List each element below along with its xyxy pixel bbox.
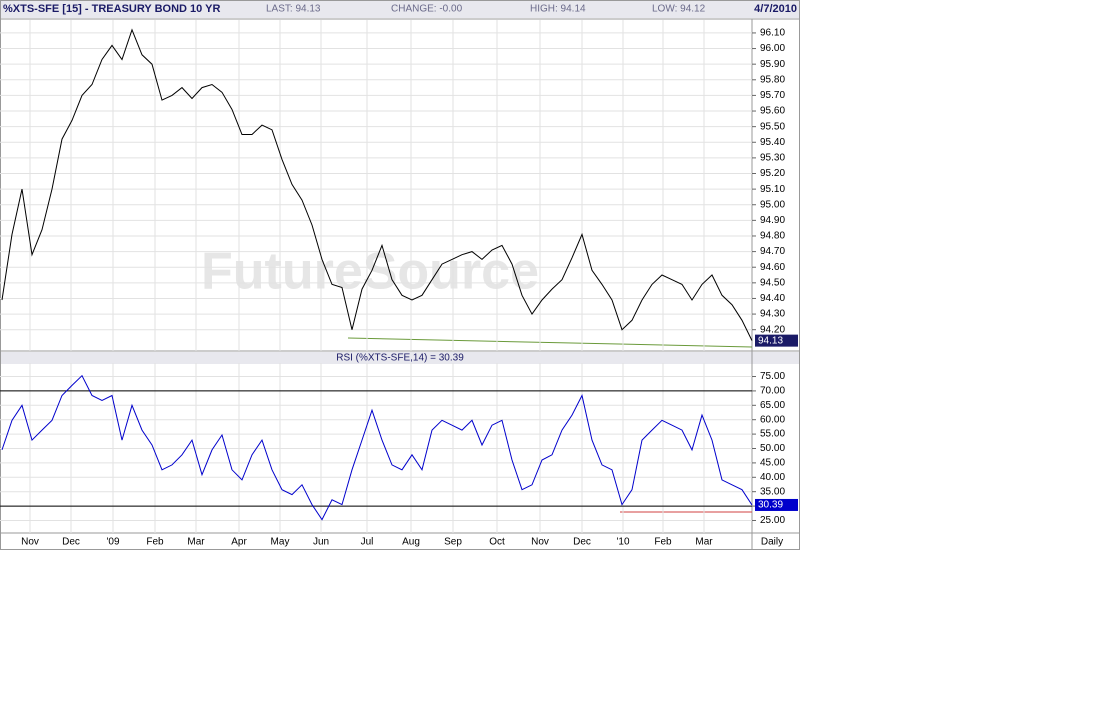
date: 4/7/2010 bbox=[754, 3, 797, 15]
last-value-label: 94.13 bbox=[758, 335, 783, 346]
x-tick-label: Feb bbox=[146, 537, 164, 548]
rsi-title: RSI (%XTS-SFE,14) = 30.39 bbox=[336, 353, 464, 364]
last-value-badge bbox=[755, 334, 798, 347]
x-tick-label: Jul bbox=[361, 537, 374, 548]
y-tick-label: 45.00 bbox=[760, 458, 785, 469]
symbol: %XTS-SFE [15] - TREASURY BOND 10 YR bbox=[3, 3, 220, 15]
x-tick-label: May bbox=[271, 537, 290, 548]
x-tick-label: Jun bbox=[313, 537, 329, 548]
watermark: FutureSource bbox=[201, 243, 539, 301]
y-tick-label: 65.00 bbox=[760, 400, 785, 411]
high: HIGH: 94.14 bbox=[530, 4, 586, 15]
y-tick-label: 95.80 bbox=[760, 74, 785, 85]
y-tick-label: 95.30 bbox=[760, 153, 785, 164]
x-tick-label: Dec bbox=[62, 537, 80, 548]
x-tick-label: Mar bbox=[695, 537, 713, 548]
y-tick-label: 94.90 bbox=[760, 215, 785, 226]
y-tick-label: 35.00 bbox=[760, 486, 785, 497]
y-tick-label: 55.00 bbox=[760, 429, 785, 440]
y-tick-label: 60.00 bbox=[760, 414, 785, 425]
y-tick-label: 95.90 bbox=[760, 59, 785, 70]
y-tick-label: 94.30 bbox=[760, 309, 785, 320]
series-line bbox=[1, 374, 753, 521]
y-tick-label: 95.10 bbox=[760, 184, 785, 195]
trend-line bbox=[347, 337, 753, 348]
x-tick-label: '10 bbox=[616, 537, 629, 548]
x-tick-label: Mar bbox=[187, 537, 205, 548]
y-tick-label: 70.00 bbox=[760, 386, 785, 397]
x-tick-label: Dec bbox=[573, 537, 591, 548]
x-tick-label: Apr bbox=[231, 537, 247, 548]
rsi-title-bar bbox=[1, 352, 799, 364]
y-tick-label: 75.00 bbox=[760, 371, 785, 382]
y-tick-label: 25.00 bbox=[760, 515, 785, 526]
x-tick-label: Sep bbox=[444, 537, 462, 548]
x-tick-label: Nov bbox=[531, 537, 549, 548]
x-tick-label: Aug bbox=[402, 537, 420, 548]
y-tick-label: 96.00 bbox=[760, 43, 785, 54]
y-tick-label: 95.60 bbox=[760, 106, 785, 117]
y-tick-label: 96.10 bbox=[760, 28, 785, 39]
y-tick-label: 40.00 bbox=[760, 472, 785, 483]
series-line bbox=[1, 28, 753, 341]
header-bar bbox=[1, 1, 799, 18]
last: LAST: 94.13 bbox=[266, 4, 321, 15]
y-tick-label: 94.60 bbox=[760, 262, 785, 273]
period: Daily bbox=[761, 537, 783, 548]
last-value-label: 30.39 bbox=[758, 500, 783, 511]
y-tick-label: 94.80 bbox=[760, 231, 785, 242]
x-tick-label: Nov bbox=[21, 537, 39, 548]
change: CHANGE: -0.00 bbox=[391, 4, 463, 15]
x-tick-label: Oct bbox=[489, 537, 505, 548]
y-tick-label: 95.00 bbox=[760, 199, 785, 210]
y-tick-label: 94.50 bbox=[760, 277, 785, 288]
y-tick-label: 50.00 bbox=[760, 443, 785, 454]
x-tick-label: '09 bbox=[106, 537, 119, 548]
y-tick-label: 94.20 bbox=[760, 324, 785, 335]
x-tick-label: Feb bbox=[654, 537, 672, 548]
chart-frame bbox=[0, 0, 800, 550]
low: LOW: 94.12 bbox=[652, 4, 706, 15]
y-tick-label: 94.40 bbox=[760, 293, 785, 304]
y-tick-label: 95.40 bbox=[760, 137, 785, 148]
y-tick-label: 95.70 bbox=[760, 90, 785, 101]
y-tick-label: 95.20 bbox=[760, 168, 785, 179]
y-tick-label: 95.50 bbox=[760, 121, 785, 132]
last-value-badge bbox=[755, 498, 798, 511]
y-tick-label: 94.70 bbox=[760, 246, 785, 257]
